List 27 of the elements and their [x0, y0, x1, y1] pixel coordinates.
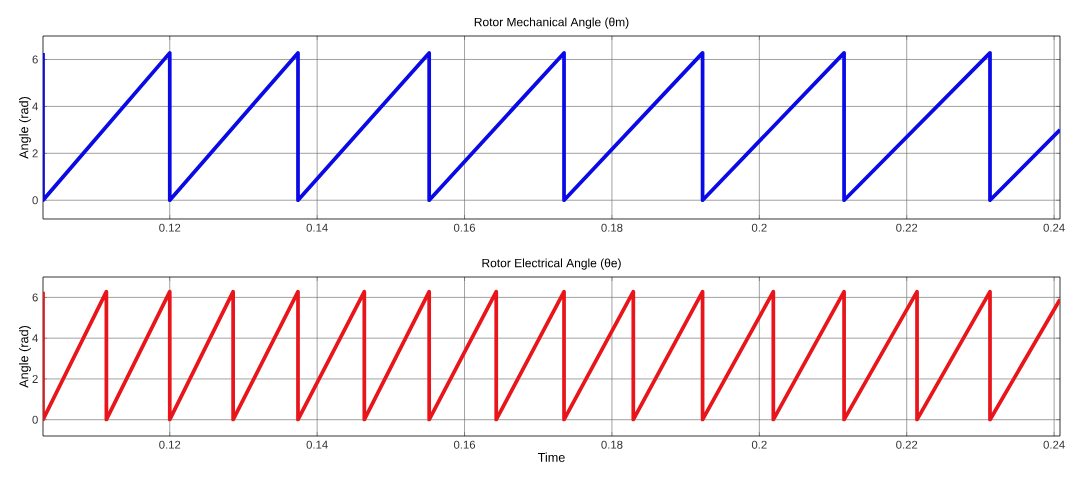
- x-tick-label: 0.24: [1043, 440, 1065, 449]
- y-tick-label: 6: [32, 293, 38, 302]
- chart-title: Rotor Electrical Angle (θe): [482, 258, 621, 270]
- x-tick-label: 0.14: [306, 223, 328, 232]
- x-tick-label: 0.2: [751, 223, 767, 232]
- x-axis-title: Time: [537, 452, 565, 462]
- x-tick-label: 0.16: [453, 440, 476, 449]
- y-axis-title: Angle (rad): [19, 96, 31, 159]
- x-tick-label: 0.12: [159, 440, 181, 449]
- x-tick-label: 0.24: [1043, 223, 1065, 232]
- y-tick-label: 2: [32, 149, 38, 158]
- y-tick-label: 4: [32, 334, 38, 343]
- y-tick-label: 2: [32, 374, 38, 383]
- y-tick-label: 6: [32, 55, 38, 64]
- y-tick-label: 4: [32, 102, 38, 111]
- x-tick-label: 0.14: [306, 440, 328, 449]
- x-tick-label: 0.18: [601, 223, 623, 232]
- y-axis-title: Angle (rad): [19, 325, 31, 388]
- x-tick-label: 0.2: [751, 440, 767, 449]
- x-tick-label: 0.16: [453, 223, 476, 232]
- x-tick-label: 0.18: [601, 440, 623, 449]
- x-tick-label: 0.22: [896, 223, 918, 232]
- chart-title: Rotor Mechanical Angle (θm): [474, 17, 629, 29]
- x-tick-label: 0.12: [159, 223, 181, 232]
- x-tick-label: 0.22: [896, 440, 918, 449]
- y-tick-label: 0: [32, 196, 38, 205]
- y-tick-label: 0: [32, 415, 38, 424]
